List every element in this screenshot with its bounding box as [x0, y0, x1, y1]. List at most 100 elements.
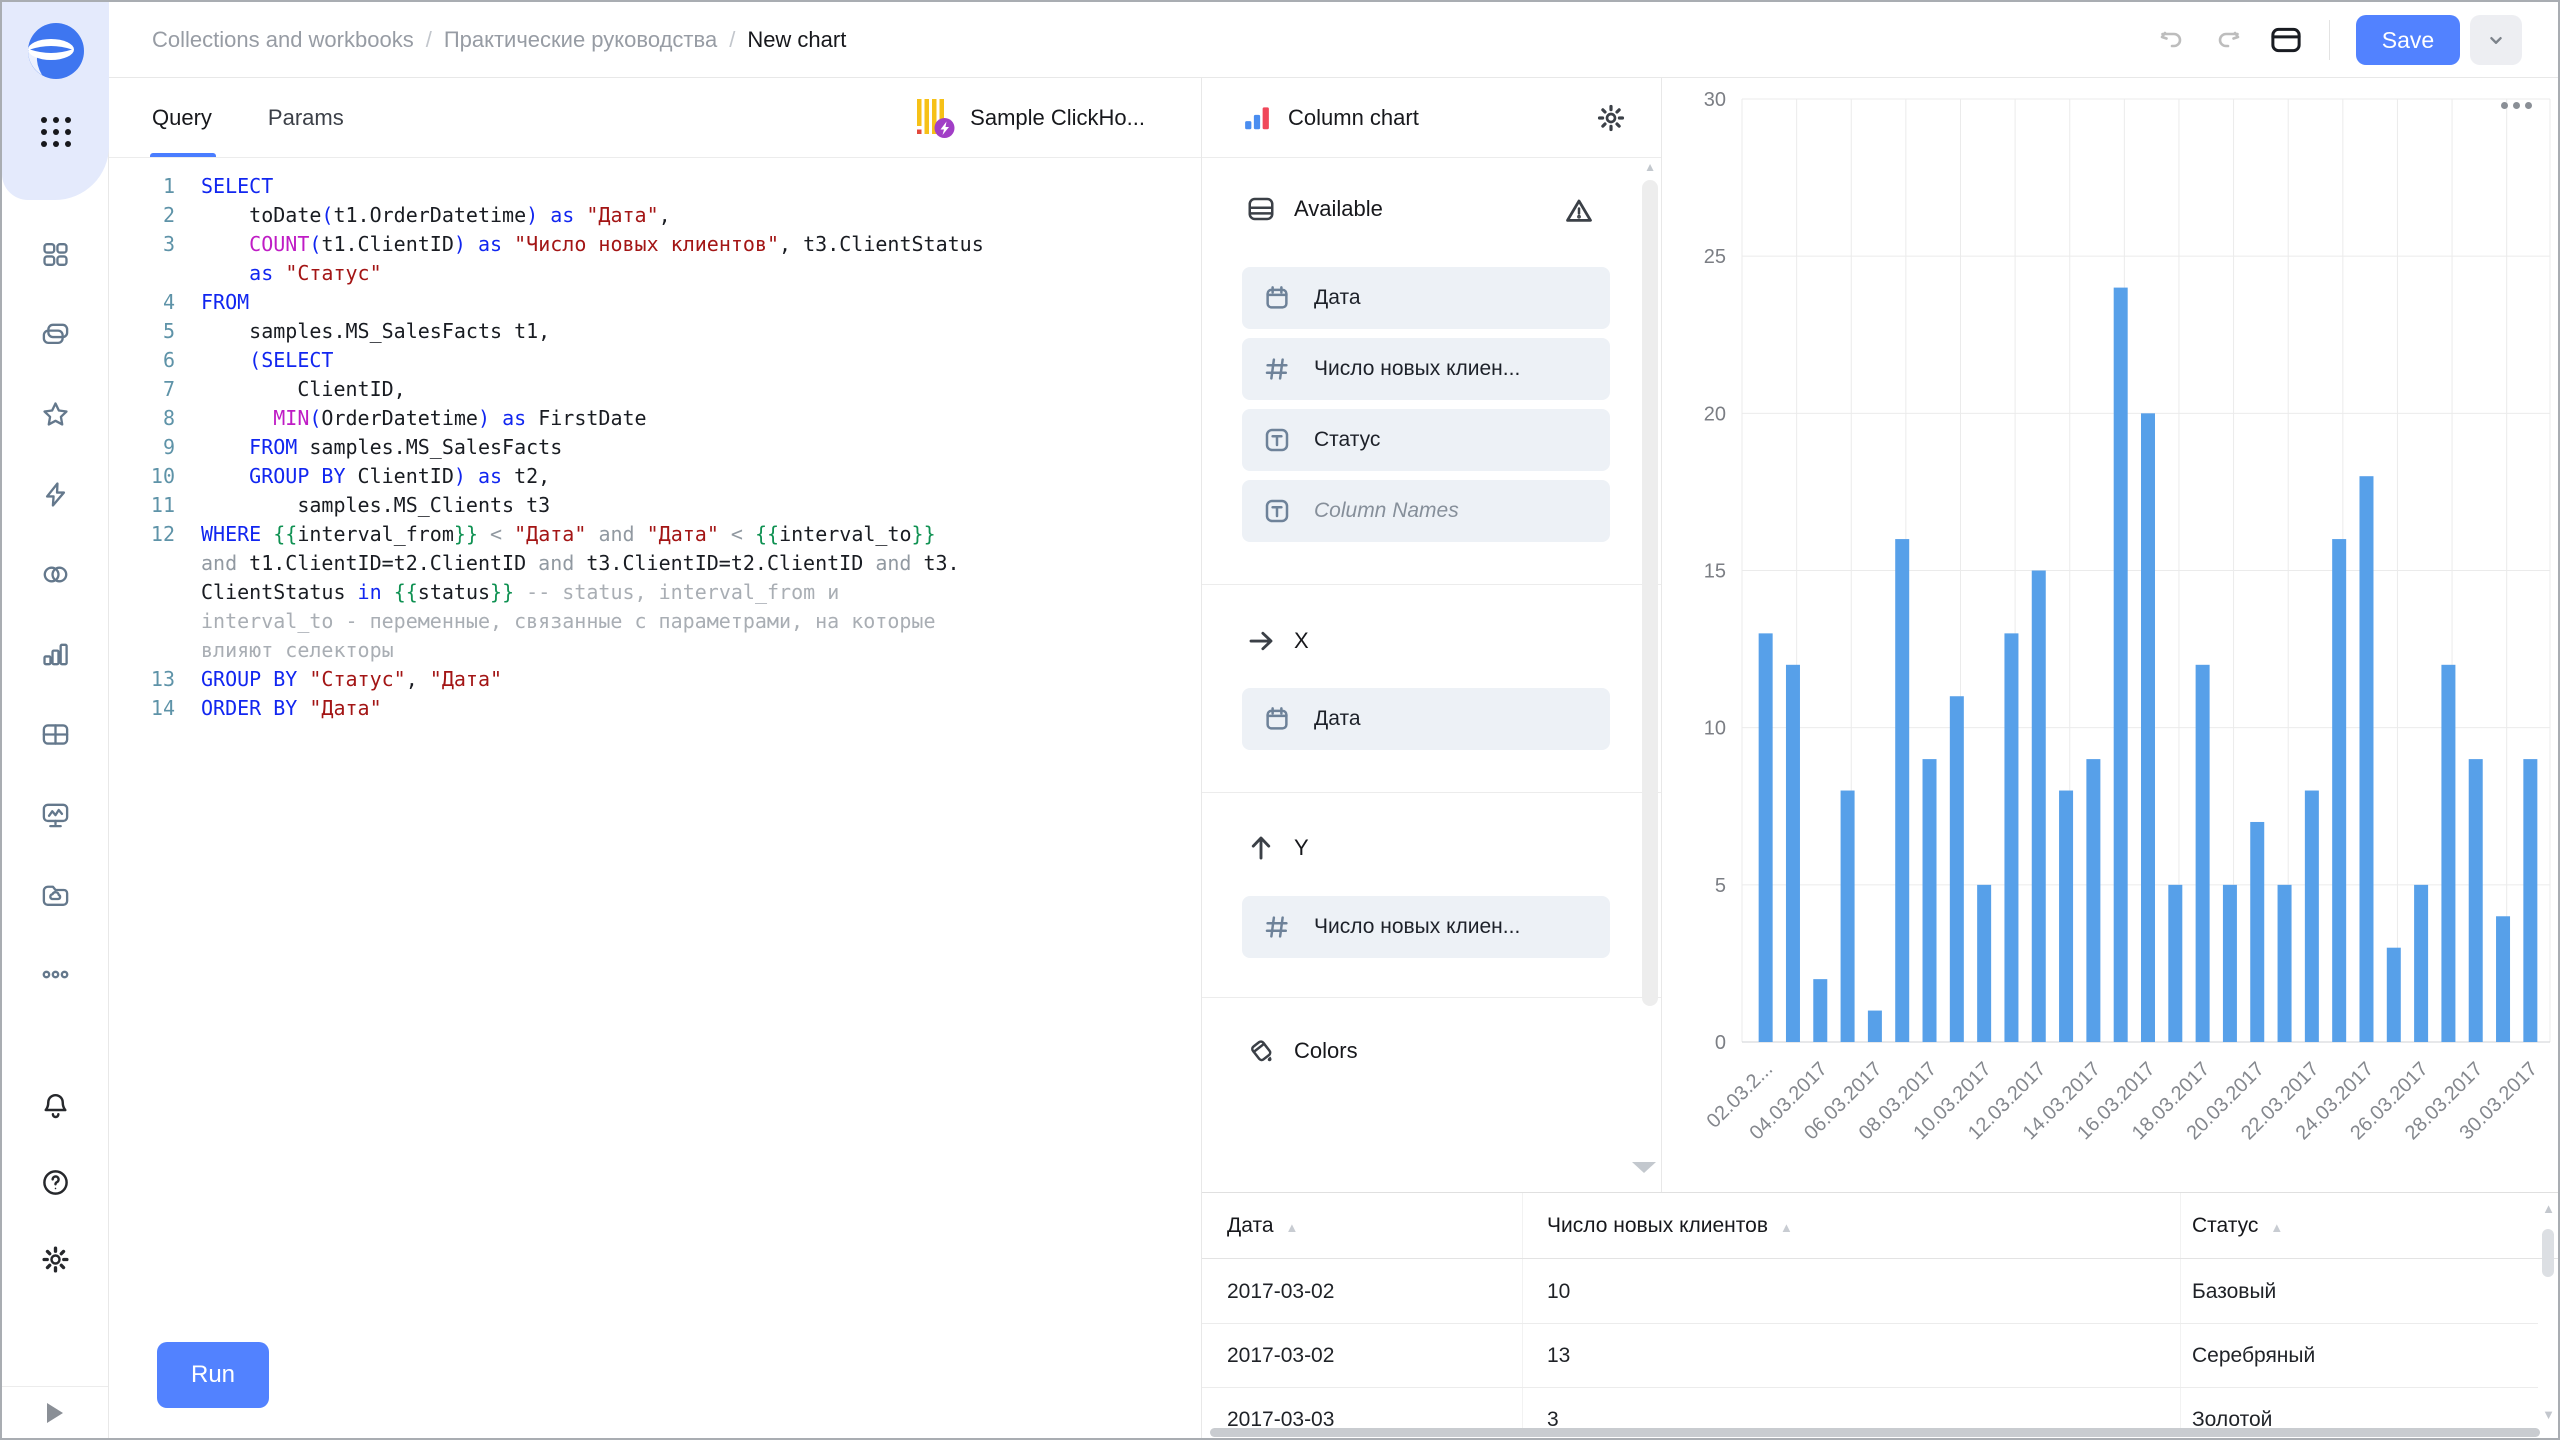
undo-icon[interactable] [2157, 25, 2187, 55]
code-line: 1 SELECT [162, 174, 274, 198]
svg-text:20: 20 [1704, 403, 1726, 425]
collections-icon[interactable] [40, 319, 71, 350]
code-line: 12 WHERE {{interval_from}} < "Дата" and "… [150, 522, 936, 546]
cell-count: 13 [1547, 1344, 1571, 1367]
charts-icon[interactable] [40, 639, 71, 670]
save-menu-button[interactable] [2470, 15, 2522, 65]
code-line: влияют селекторы [201, 638, 394, 662]
svg-text:15: 15 [1704, 561, 1726, 583]
code-line: 9 FROM samples.MS_SalesFacts [162, 435, 563, 459]
app-grid-icon[interactable] [38, 114, 74, 150]
field-chip-status[interactable]: Статус [1242, 409, 1610, 471]
save-button[interactable]: Save [2356, 15, 2460, 65]
tables-icon[interactable] [40, 719, 71, 750]
table-header-count[interactable]: Число новых клиентов ▲ [1547, 1214, 1793, 1237]
query-panel: Query Params Sample ClickHo... 1 SELECT 2 … [109, 78, 1202, 1438]
x-section-header: X [1246, 626, 1309, 656]
preview-table: Дата ▲ Число новых клиентов ▲ Статус ▲ 2017… [1202, 1192, 2558, 1438]
expand-panel-icon[interactable] [47, 1402, 63, 1423]
notifications-bell-icon[interactable] [40, 1090, 71, 1121]
cell-count: 3 [1547, 1408, 1559, 1431]
editor-tabs: Query Params Sample ClickHo... [109, 78, 1201, 158]
panel-scroll-down-icon[interactable] [1632, 1162, 1656, 1173]
dashboards-icon[interactable] [40, 799, 71, 830]
breadcrumb-separator: / [425, 26, 432, 52]
sidebar-footer [2, 1386, 108, 1438]
tab-query[interactable]: Query [150, 78, 216, 157]
more-dots-icon[interactable] [40, 959, 71, 990]
table-row: 2017-03-02 10 Базовый [1202, 1260, 2538, 1324]
text-type-icon [1262, 496, 1292, 526]
section-divider [1202, 997, 1661, 998]
field-label: Column Names [1314, 499, 1459, 522]
field-chip-date[interactable]: Дата [1242, 267, 1610, 329]
svg-text:30: 30 [1704, 89, 1726, 111]
chevron-down-icon [2490, 36, 2502, 44]
chart-preview: 0 5 10 15 20 25 30 02.03.2... 04.03.2017 06.03.20… [1662, 78, 2558, 1192]
arrow-right-icon [1246, 626, 1276, 656]
code-line: 13 GROUP BY "Статус", "Дата" [150, 667, 503, 691]
table-header-date[interactable]: Дата ▲ [1227, 1214, 1299, 1237]
column-chart-svg[interactable]: 05101520253002.03.2...04.03.201706.03.20… [1662, 78, 2558, 1192]
sidebar-bottom [2, 1090, 109, 1275]
x-label: X [1294, 628, 1309, 653]
colors-label: Colors [1294, 1038, 1358, 1063]
chart-menu-dots-icon[interactable] [2501, 102, 2532, 109]
table-header-status[interactable]: Статус ▲ [2192, 1214, 2284, 1237]
settings-gear-icon[interactable] [40, 1244, 71, 1275]
y-field-chip[interactable]: Число новых клиен... [1242, 896, 1610, 958]
table-vertical-scrollbar[interactable] [2542, 1229, 2554, 1277]
section-divider [1202, 584, 1661, 585]
breadcrumb-separator: / [729, 26, 736, 52]
tiles-icon[interactable] [40, 239, 71, 270]
code-line: 14 ORDER BY "Дата" [150, 696, 382, 720]
breadcrumb-workbook[interactable]: Практические руководства [443, 26, 718, 52]
code-line: 6 (SELECT [162, 348, 334, 372]
tab-params[interactable]: Params [267, 104, 344, 130]
breadcrumb-collections[interactable]: Collections and workbooks [152, 26, 414, 52]
code-line: 7 ClientID, [162, 377, 406, 401]
clickhouse-icon [916, 97, 956, 139]
code-line: ClientStatus in {{status}} -- status, in… [201, 580, 840, 604]
connection-selector[interactable]: Sample ClickHo... [916, 78, 1145, 158]
field-chip-column-names[interactable]: Column Names [1242, 480, 1610, 542]
panel-scrollbar[interactable] [1642, 180, 1658, 1006]
sort-asc-icon: ▲ [1285, 1220, 1299, 1235]
warning-icon[interactable] [1564, 196, 1594, 226]
code-editor[interactable]: 1 SELECT 2 toDate(t1.OrderDatetime) as "Да… [109, 158, 1199, 1318]
x-field-chip[interactable]: Дата [1242, 688, 1610, 750]
datalens-logo[interactable] [27, 22, 85, 80]
y-label: Y [1294, 835, 1309, 860]
sort-asc-icon: ▲ [1780, 1220, 1793, 1235]
section-divider [1202, 792, 1661, 793]
field-chip-measure[interactable]: Число новых клиен... [1242, 338, 1610, 400]
connections-lightning-icon[interactable] [40, 479, 71, 510]
table-scroll-down-icon[interactable]: ▼ [2542, 1407, 2555, 1422]
layout-panels-icon[interactable] [2269, 25, 2303, 55]
table-scroll-up-icon[interactable]: ▲ [2542, 1201, 2555, 1216]
panel-scroll-up-icon[interactable]: ▲ [1644, 160, 1656, 174]
table-row: 2017-03-02 13 Серебряный [1202, 1324, 2538, 1388]
available-section-header: Available [1246, 194, 1383, 224]
code-line: 3 COUNT(t1.ClientID) as "Число новых кли… [162, 232, 984, 256]
actions-divider [2329, 20, 2330, 60]
svg-text:5: 5 [1715, 875, 1726, 897]
storage-folder-icon[interactable] [40, 879, 71, 910]
run-button[interactable]: Run [157, 1342, 269, 1408]
chart-type-header[interactable]: Column chart [1202, 78, 1661, 158]
redo-icon[interactable] [2213, 25, 2243, 55]
available-label: Available [1294, 196, 1383, 221]
text-type-icon [1262, 425, 1292, 455]
favorites-star-icon[interactable] [40, 399, 71, 430]
help-icon[interactable] [40, 1167, 71, 1198]
calendar-icon [1262, 704, 1292, 734]
svg-text:25: 25 [1704, 246, 1726, 268]
field-label: Дата [1314, 707, 1361, 730]
table-horizontal-scrollbar[interactable] [1210, 1428, 2540, 1437]
field-label: Число новых клиен... [1314, 915, 1521, 938]
column-separator [1522, 1193, 1523, 1428]
chart-settings-gear-icon[interactable] [1595, 102, 1627, 134]
cell-status: Серебряный [2192, 1344, 2316, 1367]
datasets-icon[interactable] [40, 559, 71, 590]
